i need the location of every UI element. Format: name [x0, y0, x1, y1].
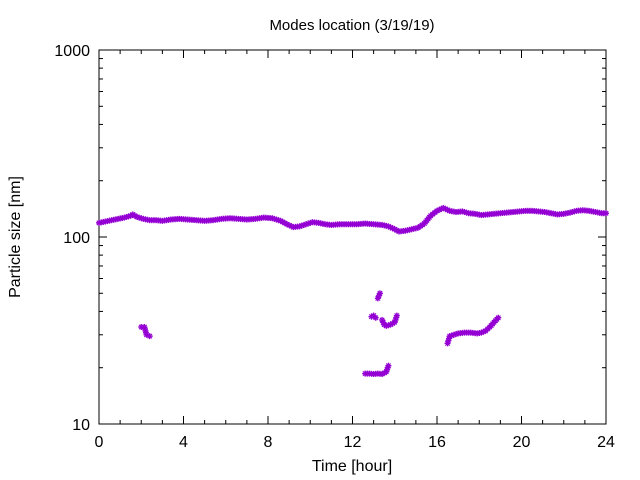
x-tick-label: 16 — [428, 434, 446, 451]
chart-title: Modes location (3/19/19) — [269, 17, 434, 34]
y-tick-label: 10 — [72, 417, 90, 434]
x-axis-label: Time [hour] — [312, 458, 392, 475]
x-tick-label: 20 — [513, 434, 531, 451]
x-tick-label: 24 — [597, 434, 615, 451]
data-points — [96, 204, 609, 378]
data-point — [495, 314, 502, 321]
data-point — [389, 225, 396, 232]
data-point — [372, 314, 379, 321]
data-point — [376, 290, 383, 297]
plot-frame — [98, 49, 607, 425]
data-point — [393, 312, 400, 319]
x-tick-label: 8 — [264, 434, 273, 451]
data-point — [603, 210, 609, 217]
x-tick-label: 12 — [344, 434, 362, 451]
axis-ticks — [98, 49, 607, 425]
data-point — [146, 333, 153, 340]
x-tick-label: 4 — [179, 434, 188, 451]
y-tick-label: 100 — [63, 230, 90, 247]
x-tick-label: 0 — [95, 434, 104, 451]
x-tick-labels: 0 4 8 12 16 20 24 — [95, 434, 615, 451]
y-tick-labels: 10 100 1000 — [54, 43, 90, 434]
y-axis-label: Particle size [nm] — [7, 176, 24, 298]
data-point — [385, 362, 392, 369]
y-tick-label: 1000 — [54, 43, 90, 60]
